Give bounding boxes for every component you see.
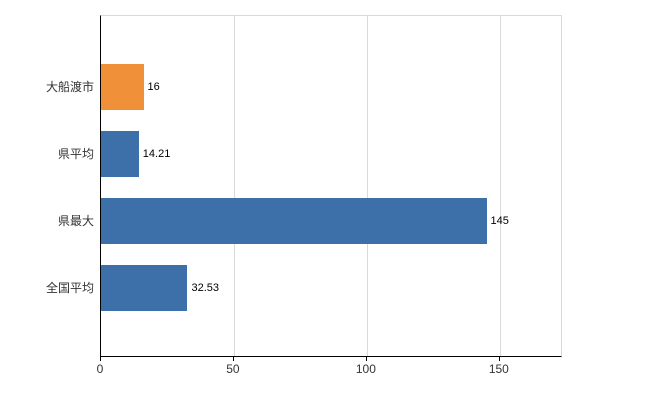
plot-area: 16 14.21 145 32.53: [100, 15, 562, 357]
gridline-x-50: [233, 16, 235, 356]
x-tick-mark-0: [100, 356, 101, 361]
x-tick-label-50: 50: [226, 362, 240, 376]
category-label-2: 県最大: [57, 214, 94, 228]
value-label-3: 32.53: [191, 282, 220, 294]
x-tick-mark-50: [232, 356, 234, 361]
category-label-3: 全国平均: [45, 281, 94, 295]
category-label-0: 大船渡市: [45, 80, 94, 94]
bar-0[interactable]: [101, 64, 144, 110]
category-label-1: 県平均: [57, 147, 94, 161]
value-label-1: 14.21: [142, 148, 171, 160]
x-tick-label-100: 100: [355, 362, 376, 376]
value-label-2: 145: [490, 215, 509, 227]
bar-2[interactable]: [101, 198, 487, 244]
gridline-x-100: [366, 16, 368, 356]
gridline-x-150: [499, 16, 501, 356]
x-tick-label-150: 150: [488, 362, 509, 376]
value-label-0: 16: [147, 81, 160, 93]
x-tick-mark-100: [365, 356, 367, 361]
bar-1[interactable]: [101, 131, 139, 177]
x-tick-mark-150: [498, 356, 500, 361]
x-tick-label-0: 0: [96, 362, 104, 376]
bar-3[interactable]: [101, 265, 188, 311]
